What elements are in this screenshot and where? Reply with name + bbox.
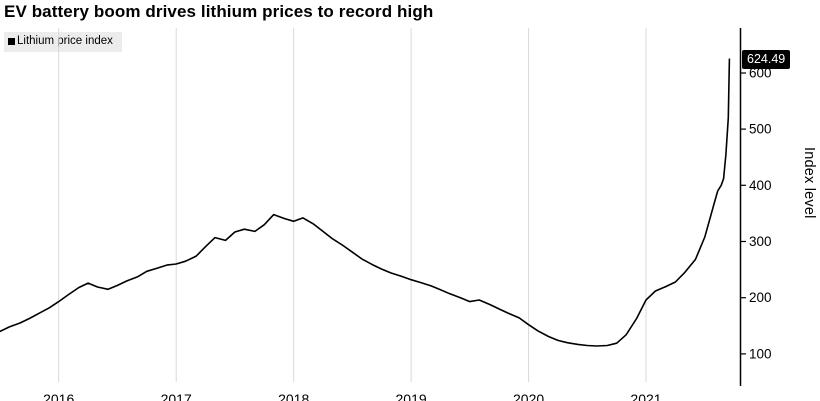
x-tick-label-2017: 2017 — [161, 391, 192, 401]
y-tick-label-500: 500 — [749, 122, 772, 137]
legend-label: Lithium price index — [17, 35, 113, 47]
x-tick-label-2018: 2018 — [278, 391, 309, 401]
x-tick-label-2021: 2021 — [630, 391, 661, 401]
x-tick-label-2016: 2016 — [43, 391, 74, 401]
legend: Lithium price index — [4, 32, 122, 52]
y-axis-title: Index level — [801, 147, 817, 219]
price-line — [0, 58, 731, 347]
legend-swatch-icon — [8, 38, 15, 46]
y-tick-label-300: 300 — [749, 234, 772, 249]
y-tick-label-200: 200 — [749, 290, 772, 305]
x-tick-label-2020: 2020 — [513, 391, 544, 401]
chart-title: EV battery boom drives lithium prices to… — [4, 2, 434, 21]
x-tick-label-2019: 2019 — [396, 391, 427, 401]
y-tick-label-400: 400 — [749, 178, 772, 193]
last-value-badge: 624.49 — [742, 50, 791, 69]
y-tick-label-600: 600 — [749, 66, 772, 81]
y-tick-label-100: 100 — [749, 346, 772, 361]
